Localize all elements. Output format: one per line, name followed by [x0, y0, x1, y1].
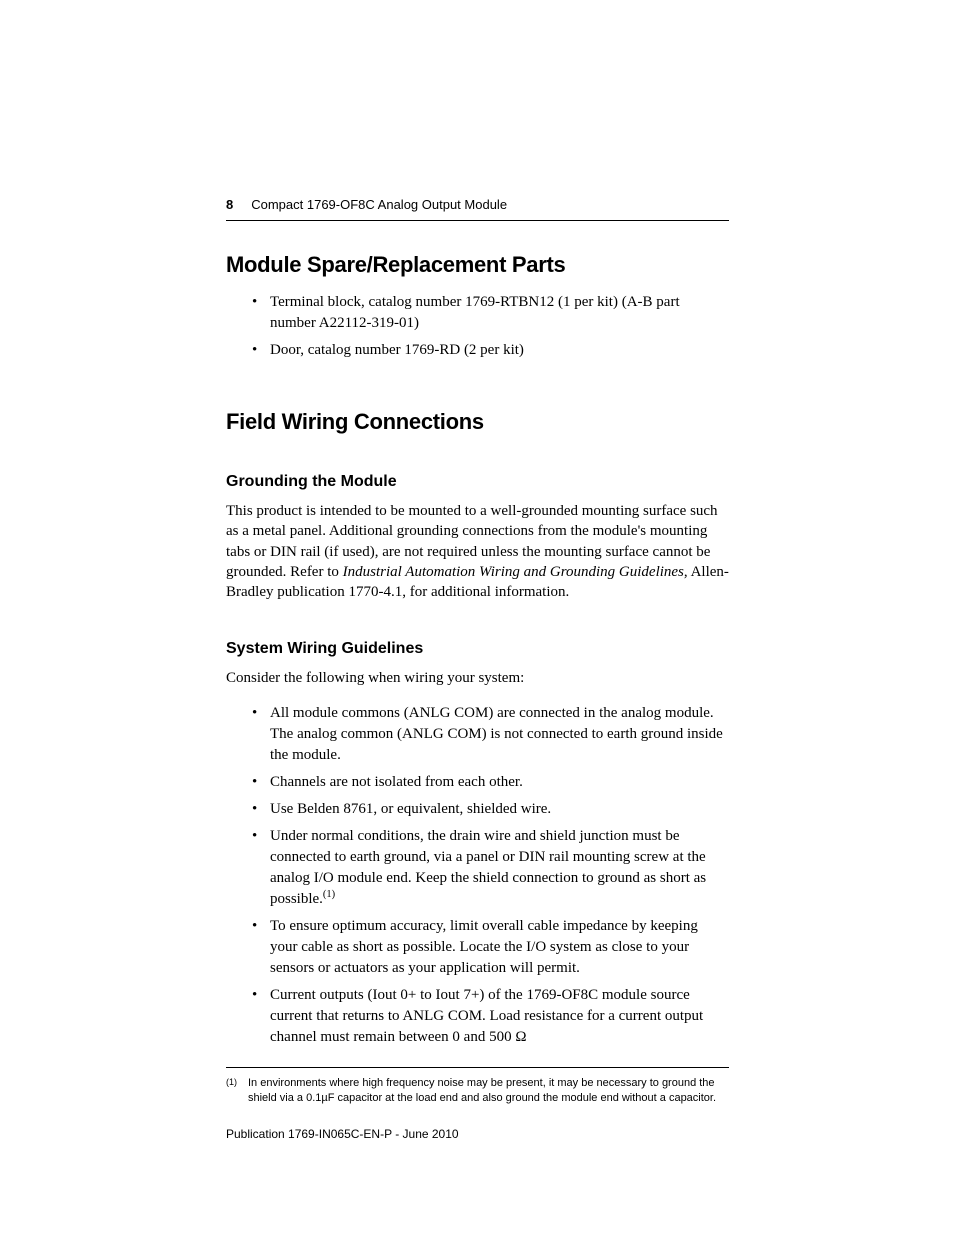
list-item: Channels are not isolated from each othe… [270, 772, 729, 793]
list-item: Under normal conditions, the drain wire … [270, 826, 729, 910]
text: Under normal conditions, the drain wire … [270, 828, 706, 907]
footnote-block: (1) In environments where high frequency… [226, 1067, 729, 1106]
footnote-ref: (1) [323, 889, 335, 900]
heading-grounding: Grounding the Module [226, 473, 729, 491]
publication-line: Publication 1769-IN065C-EN-P - June 2010 [226, 1127, 459, 1141]
footnote-marker: (1) [226, 1076, 248, 1106]
list-item: Use Belden 8761, or equivalent, shielded… [270, 799, 729, 820]
page: 8 Compact 1769-OF8C Analog Output Module… [0, 0, 954, 1235]
content-area: Module Spare/Replacement Parts Terminal … [226, 196, 729, 1048]
heading-system-wiring: System Wiring Guidelines [226, 640, 729, 658]
page-number: 8 [226, 197, 233, 212]
list-item: Terminal block, catalog number 1769-RTBN… [270, 292, 729, 334]
running-title: Compact 1769-OF8C Analog Output Module [251, 197, 507, 212]
system-wiring-intro: Consider the following when wiring your … [226, 668, 729, 688]
system-wiring-list: All module commons (ANLG COM) are connec… [226, 703, 729, 1048]
list-item: Door, catalog number 1769-RD (2 per kit) [270, 340, 729, 361]
heading-field-wiring: Field Wiring Connections [226, 409, 729, 435]
list-item: To ensure optimum accuracy, limit overal… [270, 916, 729, 979]
spare-parts-list: Terminal block, catalog number 1769-RTBN… [226, 292, 729, 361]
list-item: Current outputs (Iout 0+ to Iout 7+) of … [270, 985, 729, 1048]
heading-spare-parts: Module Spare/Replacement Parts [226, 252, 729, 278]
running-header: 8 Compact 1769-OF8C Analog Output Module [226, 196, 729, 221]
publication-title-italic: Industrial Automation Wiring and Groundi… [343, 564, 684, 580]
footnote-text: In environments where high frequency noi… [248, 1076, 729, 1106]
list-item: All module commons (ANLG COM) are connec… [270, 703, 729, 766]
grounding-paragraph: This product is intended to be mounted t… [226, 501, 729, 602]
